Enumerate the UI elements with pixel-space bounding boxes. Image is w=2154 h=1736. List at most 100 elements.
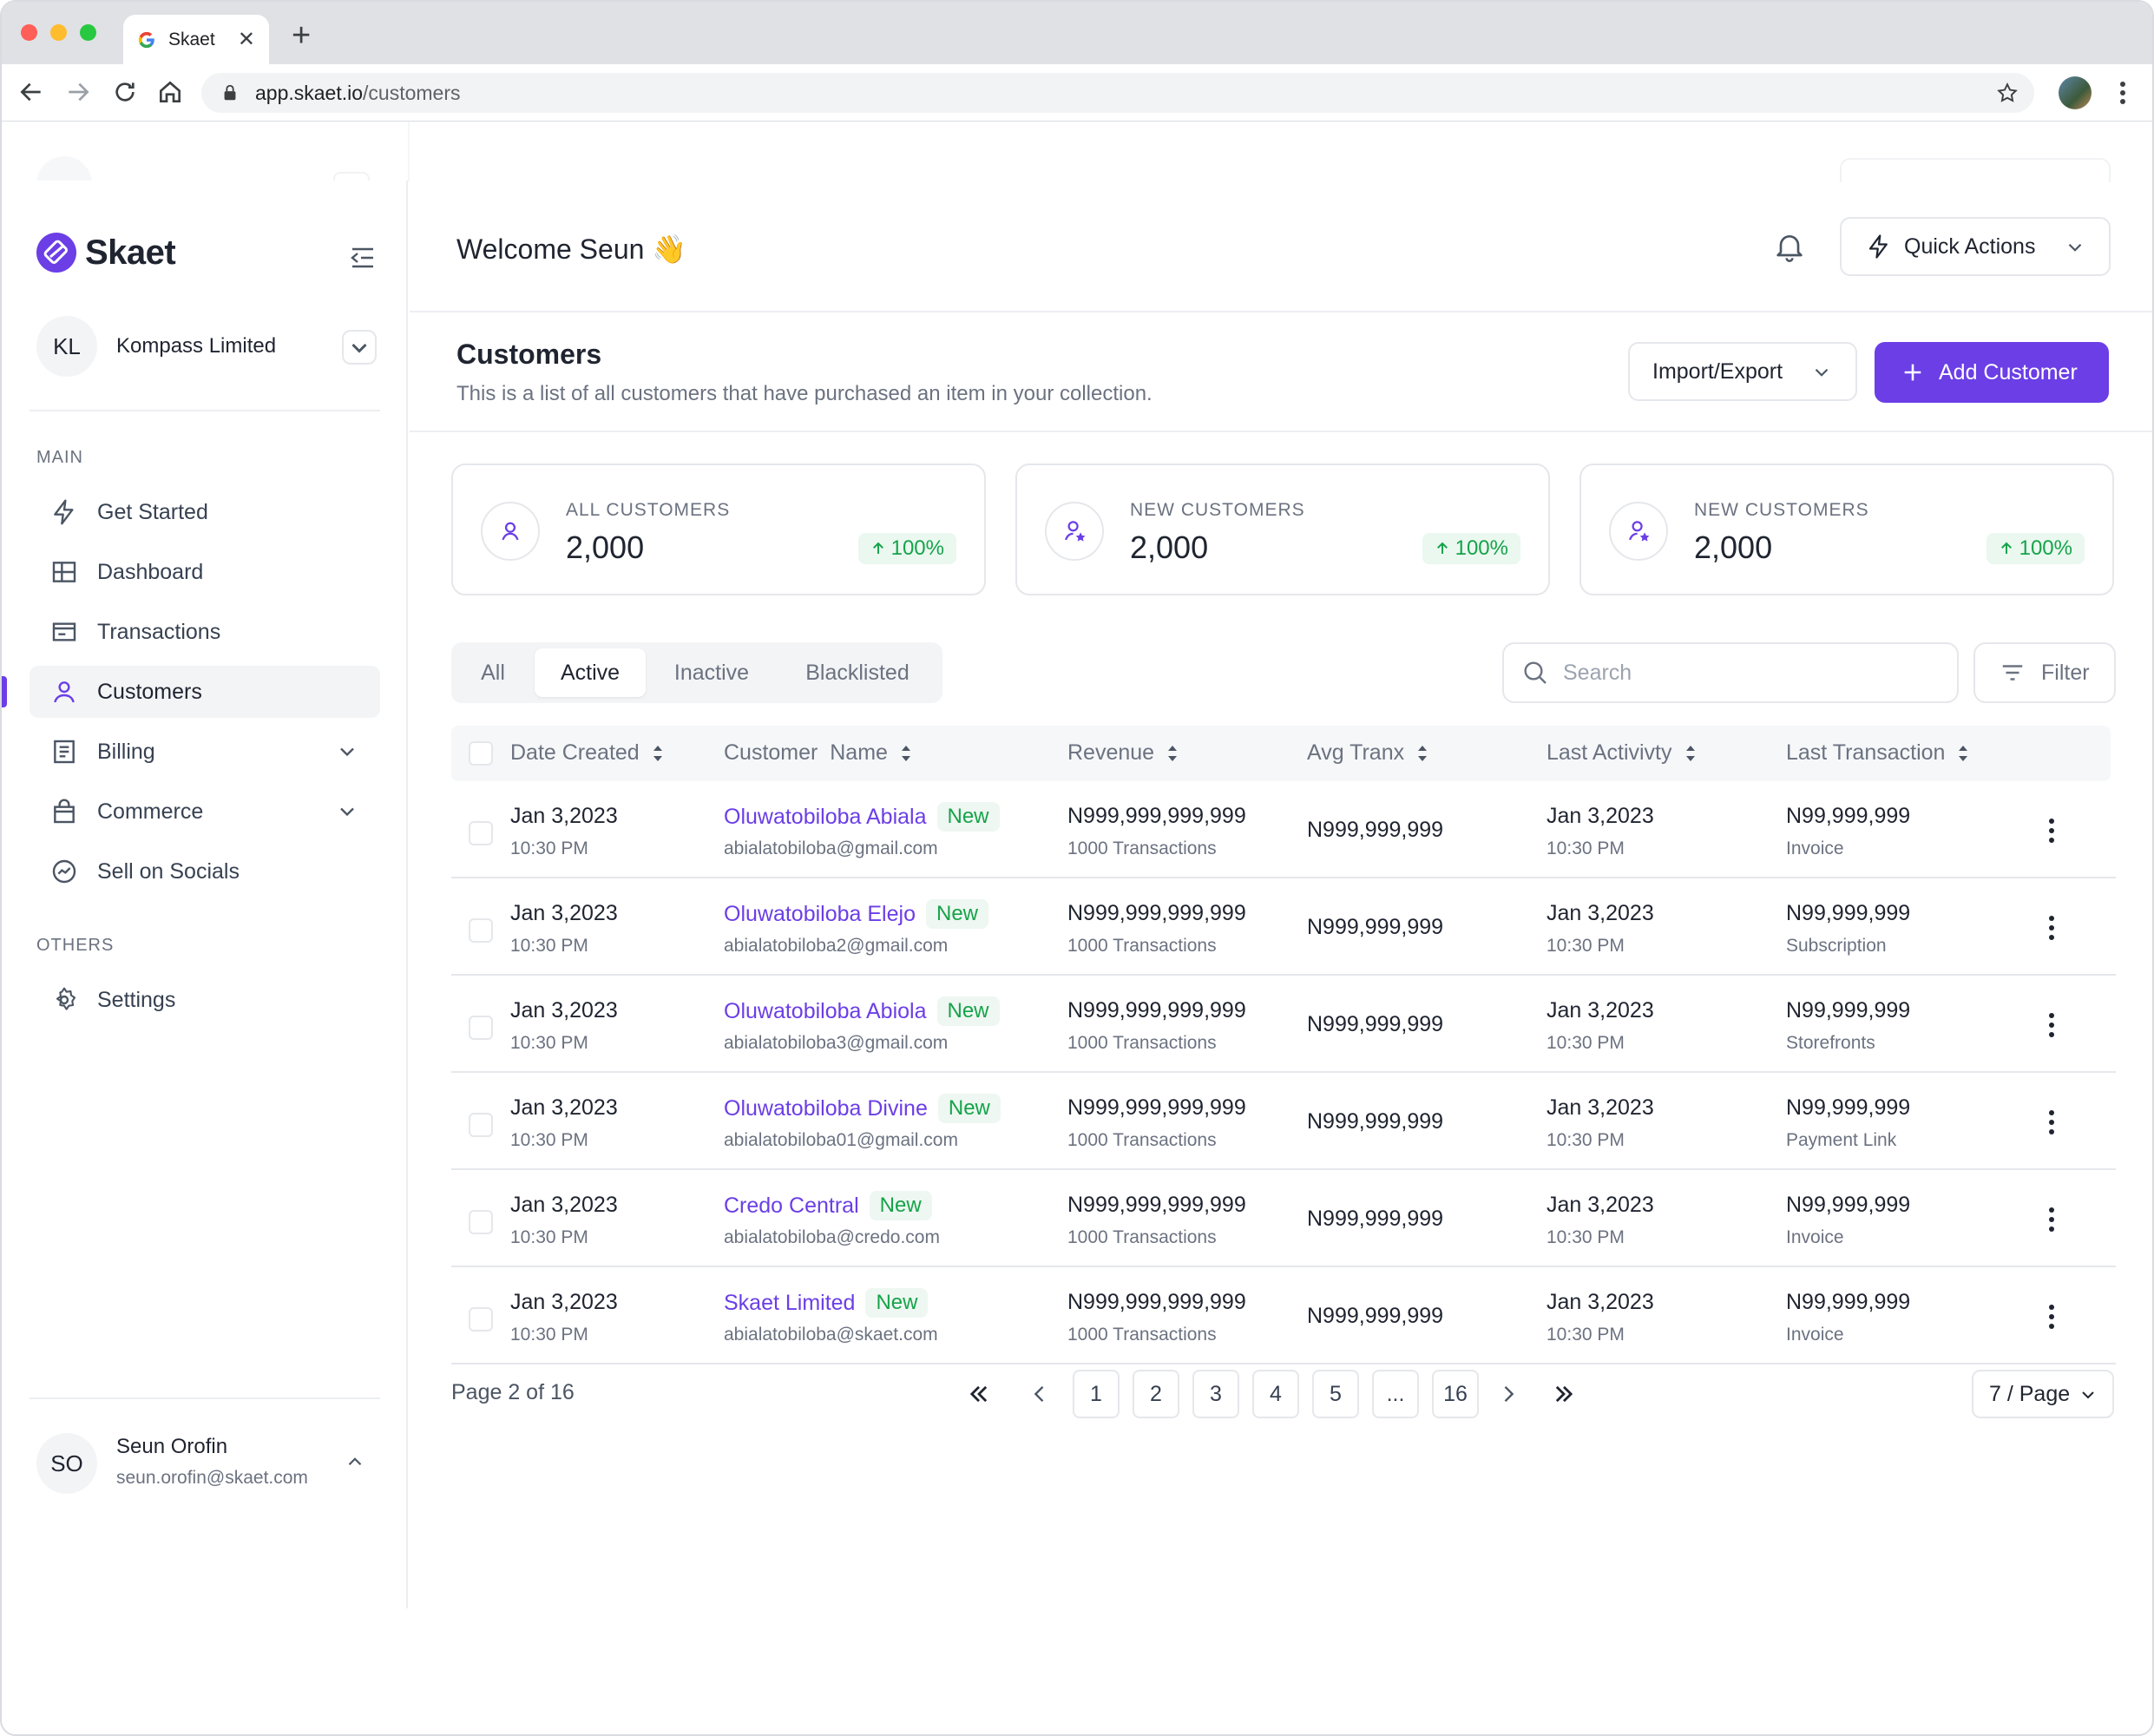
browser-tab[interactable]: Skaet ✕	[123, 15, 269, 64]
table-row[interactable]: Jan 3,2023 10:30 PM Oluwatobiloba Abiola Ne…	[451, 976, 2116, 1073]
forward-arrow-icon[interactable]	[64, 78, 92, 106]
sidebar-item-sell-on-socials[interactable]: Sell on Socials	[30, 845, 380, 898]
page-button[interactable]: 3	[1192, 1370, 1239, 1418]
user-star-icon	[1045, 502, 1104, 561]
filter-button[interactable]: Filter	[1973, 642, 2116, 703]
row-checkbox[interactable]	[469, 1210, 493, 1234]
sidebar-item-billing[interactable]: Billing	[30, 726, 380, 778]
sidebar-item-dashboard[interactable]: Dashboard	[30, 546, 380, 598]
home-icon[interactable]	[156, 78, 184, 106]
column-avg-tranx[interactable]: Avg Tranx	[1307, 740, 1430, 766]
chevron-up-icon[interactable]	[344, 1450, 366, 1473]
sidebar-item-commerce[interactable]: Commerce	[30, 786, 380, 838]
per-page-select[interactable]: 7 / Page	[1972, 1370, 2114, 1418]
first-page-icon[interactable]	[967, 1382, 991, 1406]
previous-page-icon[interactable]	[1028, 1382, 1052, 1406]
more-vertical-icon[interactable]	[2048, 1304, 2055, 1330]
customer-email: abialatobiloba2@gmail.com	[724, 936, 949, 956]
last-transaction-type: Subscription	[1786, 936, 1887, 956]
page-button[interactable]: 16	[1432, 1370, 1479, 1418]
user-menu[interactable]: SO Seun Orofin seun.orofin@skaet.com	[36, 1428, 377, 1497]
filter-label: Filter	[2041, 660, 2090, 685]
org-dropdown-button[interactable]	[342, 330, 377, 365]
quick-actions-button[interactable]: Quick Actions	[1840, 217, 2111, 276]
table-row[interactable]: Jan 3,2023 10:30 PM Oluwatobiloba Divine Ne…	[451, 1073, 2116, 1170]
tab-active[interactable]: Active	[535, 648, 646, 697]
customer-name-link[interactable]: Oluwatobiloba Abiola New	[724, 996, 1000, 1026]
table-row[interactable]: Jan 3,2023 10:30 PM Oluwatobiloba Abiala Ne…	[451, 781, 2116, 878]
row-checkbox[interactable]	[469, 1307, 493, 1332]
stat-value: 2,000	[1694, 529, 1773, 565]
customer-name-link[interactable]: Oluwatobiloba Abiala New	[724, 802, 1000, 832]
page-button[interactable]: 1	[1073, 1370, 1120, 1418]
sidebar-item-transactions[interactable]: Transactions	[30, 606, 380, 658]
sidebar-item-settings[interactable]: Settings	[30, 974, 380, 1026]
last-page-icon[interactable]	[1552, 1382, 1576, 1406]
back-arrow-icon[interactable]	[17, 78, 45, 106]
url-host: app.skaet.io	[255, 81, 364, 104]
select-all-checkbox[interactable]	[469, 741, 493, 766]
window-close-dot[interactable]	[21, 24, 37, 41]
collapse-sidebar-icon[interactable]	[349, 245, 377, 271]
column-label: Last Transaction	[1786, 740, 1946, 765]
row-checkbox[interactable]	[469, 1113, 493, 1137]
stat-change-badge: 100%	[1986, 533, 2085, 564]
add-customer-label: Add Customer	[1939, 359, 2078, 385]
page-button[interactable]: 4	[1252, 1370, 1299, 1418]
window-maximize-dot[interactable]	[80, 24, 96, 41]
window-minimize-dot[interactable]	[50, 24, 67, 41]
more-vertical-icon[interactable]	[2048, 915, 2055, 941]
more-vertical-icon[interactable]	[2048, 1012, 2055, 1038]
more-vertical-icon[interactable]	[2048, 818, 2055, 844]
sidebar-item-customers[interactable]: Customers	[30, 666, 380, 718]
table-row[interactable]: Jan 3,2023 10:30 PM Oluwatobiloba Elejo New…	[451, 878, 2116, 976]
customer-name-link[interactable]: Credo Central New	[724, 1191, 932, 1220]
column-label: Revenue	[1067, 740, 1155, 765]
tab-inactive[interactable]: Inactive	[673, 660, 750, 685]
last-transaction-type: Invoice	[1786, 1325, 1844, 1345]
new-badge: New	[925, 899, 988, 929]
column-revenue[interactable]: Revenue	[1067, 740, 1180, 766]
active-indicator	[2, 676, 7, 707]
org-switcher[interactable]: KL Kompass Limited	[36, 316, 377, 377]
import-export-button[interactable]: Import/Export	[1628, 342, 1857, 401]
more-vertical-icon[interactable]	[2048, 1109, 2055, 1135]
user-name: Seun Orofin	[116, 1435, 228, 1458]
row-checkbox[interactable]	[469, 918, 493, 943]
page-ellipsis[interactable]: ...	[1372, 1370, 1419, 1418]
page-button[interactable]: 2	[1133, 1370, 1179, 1418]
stat-label: NEW CUSTOMERS	[1130, 500, 1305, 520]
transaction-count: 1000 Transactions	[1067, 838, 1217, 858]
next-page-icon[interactable]	[1496, 1382, 1520, 1406]
customer-name-link[interactable]: Oluwatobiloba Divine New	[724, 1094, 1001, 1123]
column-last-transaction[interactable]: Last Transaction	[1786, 740, 1971, 766]
bookmark-star-icon[interactable]	[1996, 82, 2019, 104]
row-checkbox[interactable]	[469, 821, 493, 845]
more-vertical-icon[interactable]	[2048, 1207, 2055, 1233]
sort-icon	[1168, 745, 1178, 761]
table-row[interactable]: Jan 3,2023 10:30 PM Skaet Limited New abiala…	[451, 1267, 2116, 1364]
customer-name-link[interactable]: Oluwatobiloba Elejo New	[724, 899, 988, 929]
brand-logo[interactable]: Skaet	[36, 233, 176, 273]
page-button[interactable]: 5	[1312, 1370, 1359, 1418]
browser-menu-icon[interactable]	[2119, 80, 2126, 106]
sidebar-item-get-started[interactable]: Get Started	[30, 486, 380, 538]
reload-icon[interactable]	[111, 78, 139, 106]
add-customer-button[interactable]: Add Customer	[1875, 342, 2109, 403]
customer-name-link[interactable]: Skaet Limited New	[724, 1288, 929, 1318]
column-customer-name[interactable]: Customer Name	[724, 740, 914, 766]
row-checkbox[interactable]	[469, 1016, 493, 1040]
column-last-activity[interactable]: Last Activivty	[1547, 740, 1698, 766]
new-tab-icon[interactable]: +	[292, 17, 312, 54]
tab-all[interactable]: All	[481, 660, 505, 685]
search-input[interactable]: Search	[1502, 642, 1959, 703]
tab-blacklisted[interactable]: Blacklisted	[805, 660, 910, 685]
url-bar[interactable]: app.skaet.io/customers	[201, 73, 2034, 113]
bell-icon[interactable]	[1772, 229, 1807, 264]
tab-close-icon[interactable]: ✕	[237, 28, 255, 51]
column-date-created[interactable]: Date Created	[510, 740, 666, 766]
browser-profile-avatar[interactable]	[2059, 76, 2092, 109]
last-activity-date: Jan 3,2023	[1547, 804, 1654, 828]
table-row[interactable]: Jan 3,2023 10:30 PM Credo Central New abiala…	[451, 1170, 2116, 1267]
new-badge: New	[936, 802, 1000, 832]
